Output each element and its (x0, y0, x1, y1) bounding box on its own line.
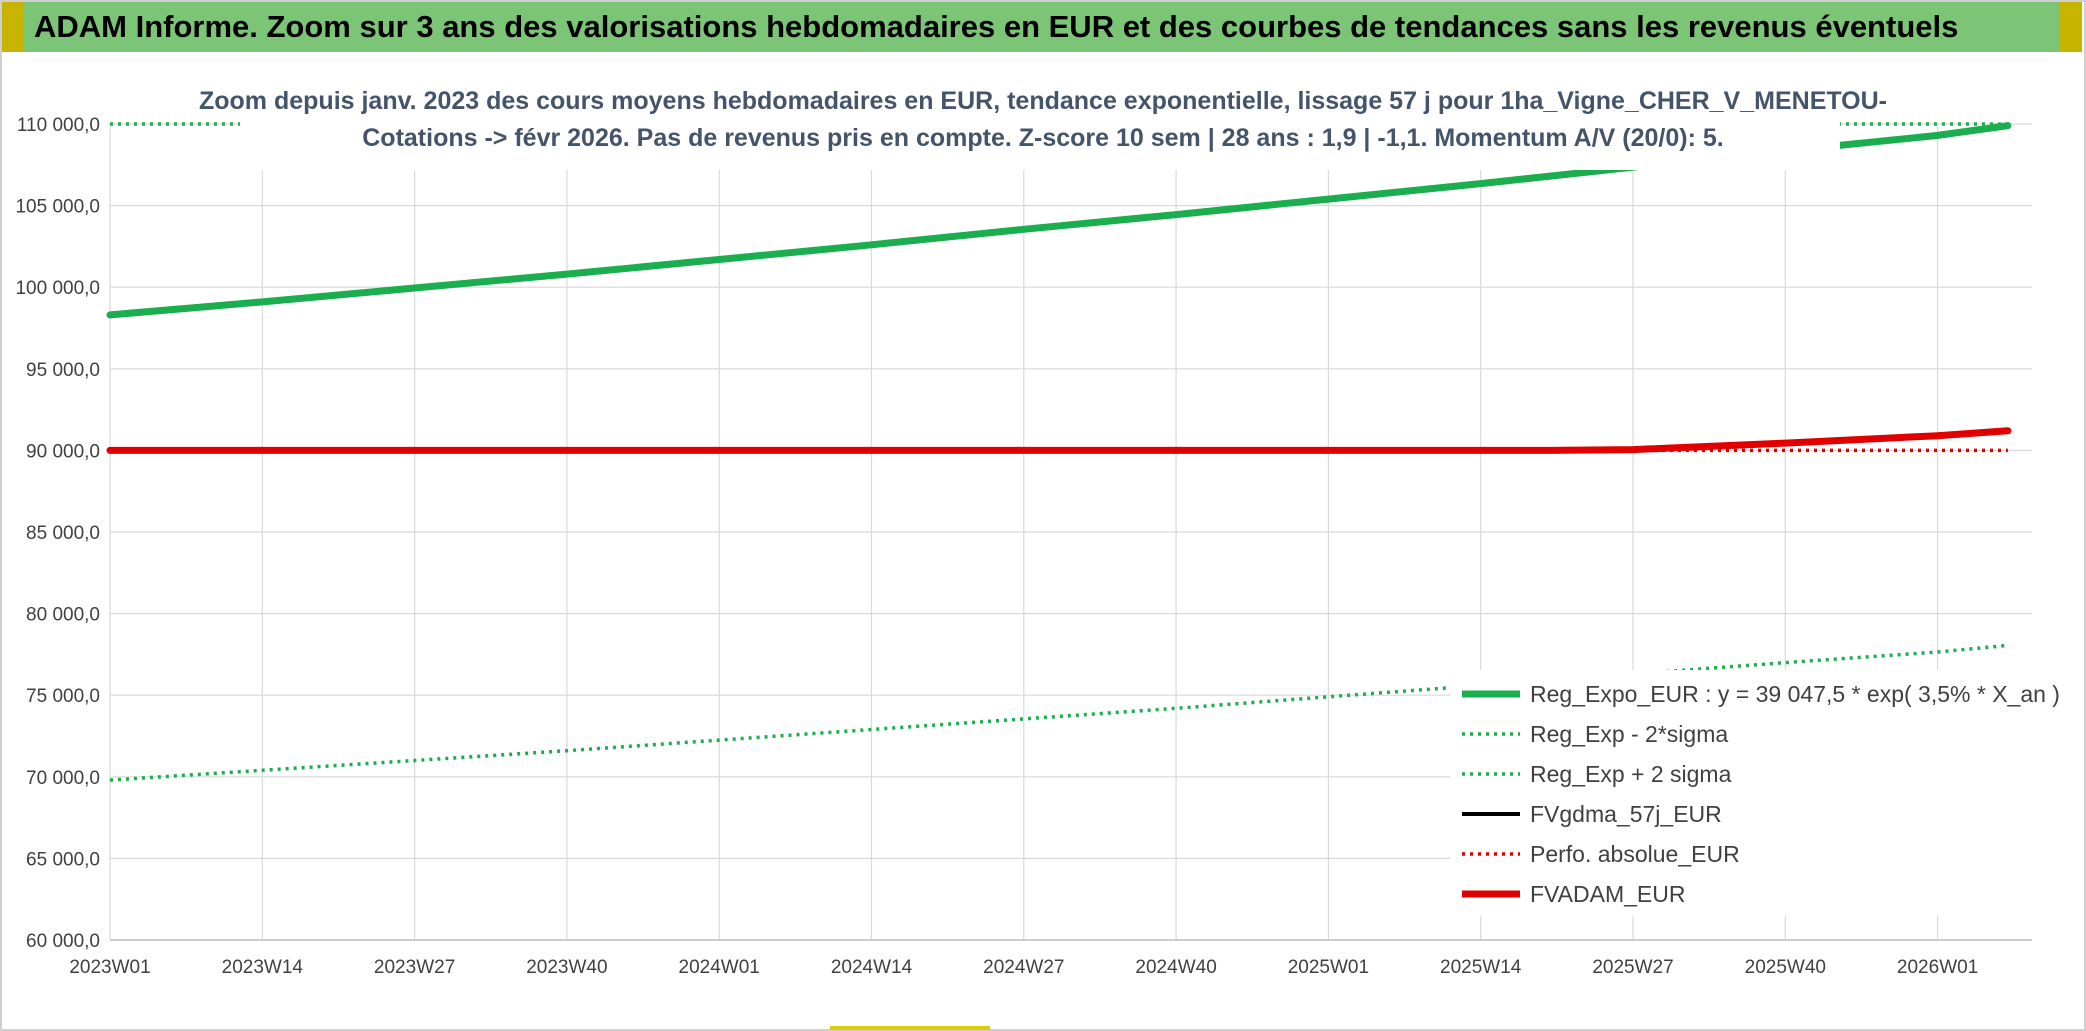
x-tick-label: 2023W14 (222, 957, 304, 978)
chart-title-line-1: Zoom depuis janv. 2023 des cours moyens … (199, 87, 1887, 115)
y-tick-label: 70 000,0 (26, 768, 100, 789)
y-tick-label: 85 000,0 (26, 523, 100, 544)
x-tick-label: 2024W40 (1135, 957, 1216, 978)
y-tick-label: 100 000,0 (15, 278, 100, 299)
x-tick-label: 2023W27 (374, 957, 455, 978)
chart-title-line-2: Cotations -> févr 2026. Pas de revenus p… (362, 124, 1723, 152)
x-tick-label: 2024W14 (831, 957, 913, 978)
y-tick-label: 80 000,0 (26, 605, 100, 626)
chart-title-backdrop (240, 74, 1840, 170)
banner-accent-right (2060, 2, 2082, 52)
legend-label-6: FVADAM_EUR (1530, 881, 1686, 907)
report-banner-title: ADAM Informe. Zoom sur 3 ans des valoris… (2, 2, 2080, 52)
y-tick-label: 95 000,0 (26, 360, 100, 381)
banner-accent-left (2, 2, 24, 52)
legend-label-1: Reg_Expo_EUR : y = 39 047,5 * exp( 3,5% … (1530, 681, 2060, 707)
series-line-2 (109, 643, 2009, 782)
x-tick-label: 2025W01 (1288, 957, 1369, 978)
x-tick-label: 2023W01 (69, 957, 150, 978)
x-tick-label: 2023W40 (526, 957, 607, 978)
legend-label-5: Perfo. absolue_EUR (1530, 841, 1740, 867)
y-tick-label: 60 000,0 (26, 931, 100, 952)
x-tick-label: 2025W40 (1745, 957, 1826, 978)
y-tick-label: 75 000,0 (26, 686, 100, 707)
x-tick-label: 2024W27 (983, 957, 1064, 978)
x-tick-label: 2024W01 (679, 957, 760, 978)
legend-backdrop (1450, 670, 2050, 916)
legend-label-3: Reg_Exp + 2 sigma (1530, 761, 1732, 787)
x-tick-label: 2025W27 (1592, 957, 1673, 978)
y-tick-label: 105 000,0 (15, 197, 100, 218)
bottom-accent (830, 1026, 990, 1030)
y-tick-label: 110 000,0 (17, 115, 100, 136)
series-line-6 (106, 427, 2012, 454)
y-tick-label: 90 000,0 (26, 441, 100, 462)
y-tick-label: 65 000,0 (26, 849, 100, 870)
legend-label-4: FVgdma_57j_EUR (1530, 801, 1722, 827)
x-tick-label: 2025W14 (1440, 957, 1522, 978)
x-tick-label: 2026W01 (1897, 957, 1978, 978)
legend-label-2: Reg_Exp - 2*sigma (1530, 721, 1728, 747)
